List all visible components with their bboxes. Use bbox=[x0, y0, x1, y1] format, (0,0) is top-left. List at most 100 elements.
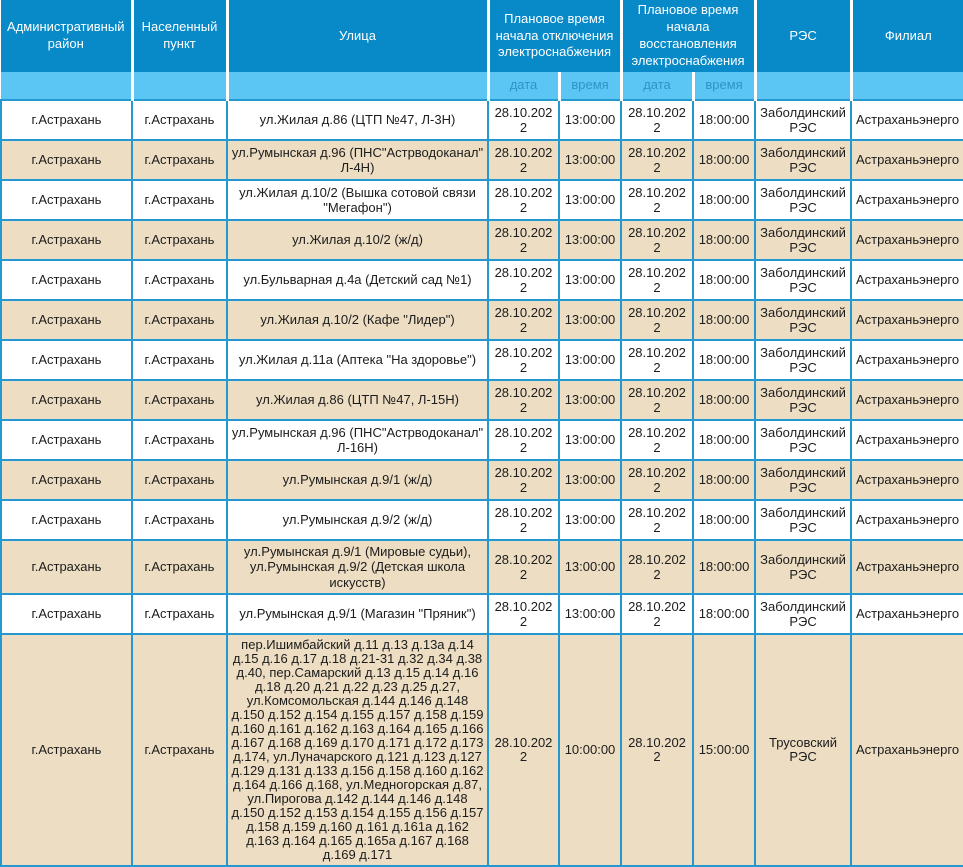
cell-res: Трусовский РЭС bbox=[754, 632, 853, 867]
cell-on-date: 28.10.2022 bbox=[620, 419, 694, 461]
cell-on-time: 18:00:00 bbox=[691, 139, 757, 181]
cell-on-time: 18:00:00 bbox=[691, 219, 757, 261]
cell-settlement: г.Астрахань bbox=[131, 459, 228, 501]
cell-off-date: 28.10.2022 bbox=[487, 259, 560, 301]
cell-on-time: 18:00:00 bbox=[691, 179, 757, 221]
table-row: г.Астрахань г.Астрахань ул.Жилая д.11а (Ап… bbox=[0, 339, 963, 381]
cell-district: г.Астрахань bbox=[0, 419, 133, 461]
cell-settlement: г.Астрахань bbox=[131, 592, 228, 635]
cell-district: г.Астрахань bbox=[0, 499, 133, 541]
cell-on-date: 28.10.2022 bbox=[620, 632, 694, 867]
cell-branch: Астраханьэнерго bbox=[850, 339, 963, 381]
cell-settlement: г.Астрахань bbox=[131, 419, 228, 461]
header-branch: Филиал bbox=[851, 0, 963, 72]
cell-branch: Астраханьэнерго bbox=[850, 539, 963, 595]
cell-off-time: 13:00:00 bbox=[558, 592, 622, 635]
subheader-spacer bbox=[1, 72, 134, 100]
cell-street: пер.Ишимбайский д.11 д.13 д.13а д.14 д.1… bbox=[226, 632, 489, 867]
cell-street: ул.Румынская д.9/2 (ж/д) bbox=[226, 499, 489, 541]
subheader-spacer bbox=[851, 72, 963, 100]
header-outage-start: Плановое время начала отключения электро… bbox=[488, 0, 623, 72]
cell-off-time: 13:00:00 bbox=[558, 99, 622, 141]
cell-settlement: г.Астрахань bbox=[131, 219, 228, 261]
cell-on-date: 28.10.2022 bbox=[620, 459, 694, 501]
cell-res: Заболдинский РЭС bbox=[754, 99, 853, 141]
cell-settlement: г.Астрахань bbox=[131, 539, 228, 595]
cell-res: Заболдинский РЭС bbox=[754, 379, 853, 421]
table-row: г.Астрахань г.Астрахань ул.Жилая д.86 (ЦТП… bbox=[0, 379, 963, 421]
cell-district: г.Астрахань bbox=[0, 539, 133, 595]
cell-street: ул.Румынская д.96 (ПНС"Астрводоканал" Л-… bbox=[226, 419, 489, 461]
cell-on-date: 28.10.2022 bbox=[620, 219, 694, 261]
cell-district: г.Астрахань bbox=[0, 259, 133, 301]
table-row: г.Астрахань г.Астрахань ул.Румынская д.96 … bbox=[0, 139, 963, 181]
cell-on-time: 18:00:00 bbox=[691, 259, 757, 301]
cell-off-time: 13:00:00 bbox=[558, 219, 622, 261]
subheader-restore-time: время bbox=[693, 72, 757, 100]
cell-district: г.Астрахань bbox=[0, 459, 133, 501]
cell-off-time: 13:00:00 bbox=[558, 499, 622, 541]
cell-settlement: г.Астрахань bbox=[131, 139, 228, 181]
cell-off-time: 13:00:00 bbox=[558, 299, 622, 341]
cell-res: Заболдинский РЭС bbox=[754, 179, 853, 221]
subheader-outage-date: дата bbox=[488, 72, 561, 100]
cell-street: ул.Румынская д.96 (ПНС"Астрводоканал" Л-… bbox=[226, 139, 489, 181]
cell-res: Заболдинский РЭС bbox=[754, 139, 853, 181]
cell-off-date: 28.10.2022 bbox=[487, 99, 560, 141]
cell-res: Заболдинский РЭС bbox=[754, 459, 853, 501]
cell-district: г.Астрахань bbox=[0, 339, 133, 381]
cell-off-date: 28.10.2022 bbox=[487, 539, 560, 595]
cell-branch: Астраханьэнерго bbox=[850, 592, 963, 635]
header-res: РЭС bbox=[755, 0, 853, 72]
header-admin-district: Административный район bbox=[1, 0, 134, 72]
cell-district: г.Астрахань bbox=[0, 592, 133, 635]
cell-off-time: 13:00:00 bbox=[558, 139, 622, 181]
cell-res: Заболдинский РЭС bbox=[754, 339, 853, 381]
cell-street: ул.Румынская д.9/1 (Мировые судьи), ул.Р… bbox=[226, 539, 489, 595]
subheader-restore-date: дата bbox=[621, 72, 695, 100]
cell-res: Заболдинский РЭС bbox=[754, 499, 853, 541]
cell-branch: Астраханьэнерго bbox=[850, 139, 963, 181]
cell-res: Заболдинский РЭС bbox=[754, 219, 853, 261]
cell-on-date: 28.10.2022 bbox=[620, 539, 694, 595]
cell-branch: Астраханьэнерго bbox=[850, 219, 963, 261]
cell-off-date: 28.10.2022 bbox=[487, 299, 560, 341]
cell-branch: Астраханьэнерго bbox=[850, 99, 963, 141]
table-row: г.Астрахань г.Астрахань ул.Бульварная д.4а… bbox=[0, 259, 963, 301]
cell-branch: Астраханьэнерго bbox=[850, 259, 963, 301]
cell-off-date: 28.10.2022 bbox=[487, 459, 560, 501]
cell-branch: Астраханьэнерго bbox=[850, 632, 963, 867]
cell-branch: Астраханьэнерго bbox=[850, 379, 963, 421]
cell-off-date: 28.10.2022 bbox=[487, 339, 560, 381]
cell-settlement: г.Астрахань bbox=[131, 179, 228, 221]
table-row: г.Астрахань г.Астрахань ул.Румынская д.9/1… bbox=[0, 592, 963, 635]
cell-on-date: 28.10.2022 bbox=[620, 179, 694, 221]
cell-on-date: 28.10.2022 bbox=[620, 339, 694, 381]
cell-off-date: 28.10.2022 bbox=[487, 419, 560, 461]
cell-branch: Астраханьэнерго bbox=[850, 459, 963, 501]
cell-off-date: 28.10.2022 bbox=[487, 379, 560, 421]
cell-off-time: 13:00:00 bbox=[558, 259, 622, 301]
cell-branch: Астраханьэнерго bbox=[850, 419, 963, 461]
cell-street: ул.Жилая д.10/2 (ж/д) bbox=[226, 219, 489, 261]
cell-on-time: 18:00:00 bbox=[691, 379, 757, 421]
cell-on-date: 28.10.2022 bbox=[620, 99, 694, 141]
table-row: г.Астрахань г.Астрахань ул.Румынская д.9/1… bbox=[0, 459, 963, 501]
cell-settlement: г.Астрахань bbox=[131, 259, 228, 301]
cell-settlement: г.Астрахань bbox=[131, 99, 228, 141]
cell-on-time: 18:00:00 bbox=[691, 419, 757, 461]
cell-off-time: 13:00:00 bbox=[558, 339, 622, 381]
cell-on-time: 18:00:00 bbox=[691, 299, 757, 341]
cell-on-date: 28.10.2022 bbox=[620, 592, 694, 635]
cell-district: г.Астрахань bbox=[0, 139, 133, 181]
cell-off-time: 13:00:00 bbox=[558, 459, 622, 501]
cell-off-date: 28.10.2022 bbox=[487, 139, 560, 181]
cell-street: ул.Румынская д.9/1 (Магазин "Пряник") bbox=[226, 592, 489, 635]
cell-street: ул.Румынская д.9/1 (ж/д) bbox=[226, 459, 489, 501]
header-restore-start: Плановое время начала восстановления эле… bbox=[621, 0, 757, 72]
table-row: г.Астрахань г.Астрахань ул.Румынская д.96 … bbox=[0, 419, 963, 461]
header-settlement: Населенный пункт bbox=[132, 0, 229, 72]
table-row: г.Астрахань г.Астрахань ул.Жилая д.10/2 (В… bbox=[0, 179, 963, 221]
cell-off-time: 13:00:00 bbox=[558, 539, 622, 595]
